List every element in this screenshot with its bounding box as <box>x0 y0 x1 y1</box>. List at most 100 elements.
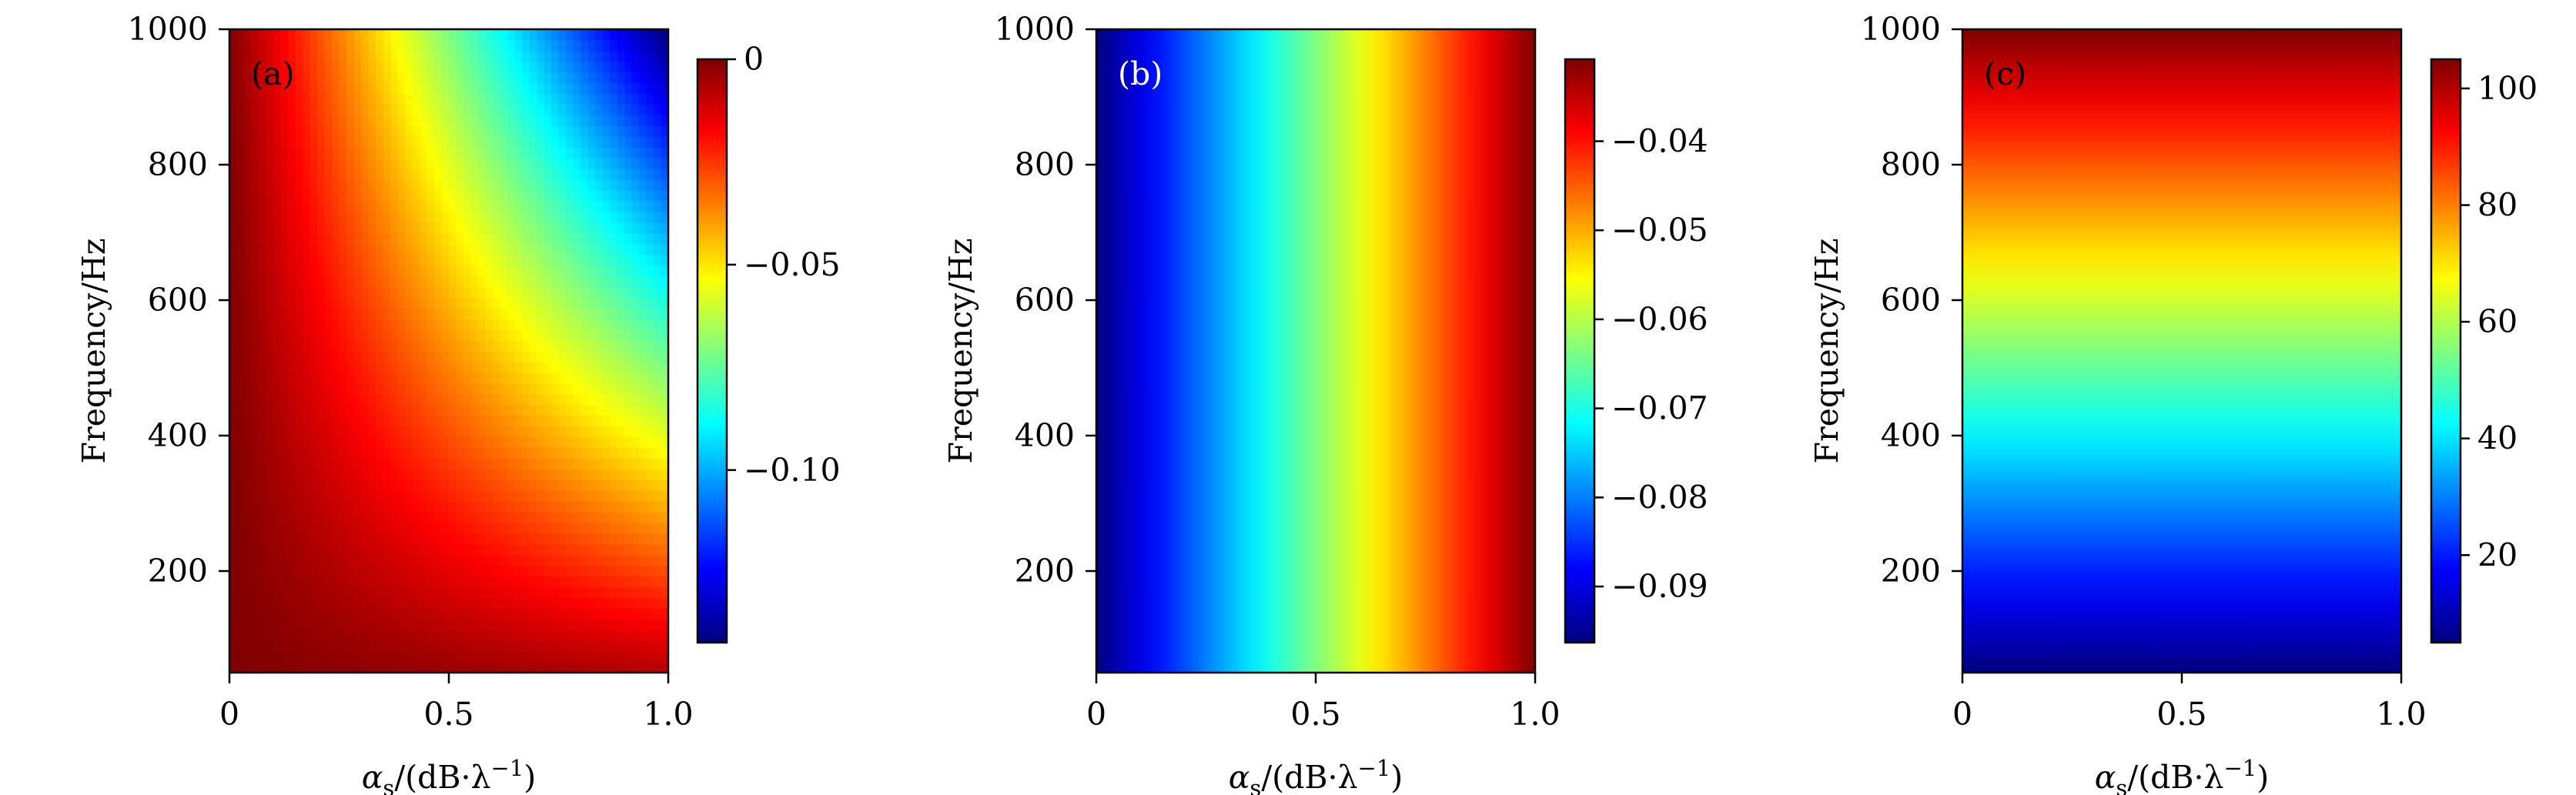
heatmap-cell <box>456 522 464 534</box>
heatmap-cell <box>661 39 669 52</box>
heatmap-cell <box>441 329 450 341</box>
heatmap-cell <box>324 93 333 105</box>
heatmap-cell <box>288 276 296 287</box>
heatmap-cell <box>434 29 443 41</box>
heatmap-cell <box>405 125 413 137</box>
heatmap-cell <box>339 179 347 191</box>
heatmap-cell <box>529 662 537 673</box>
heatmap-cell <box>500 169 508 180</box>
heatmap-cell <box>383 147 391 159</box>
heatmap-cell <box>251 276 259 287</box>
heatmap-cell <box>463 404 472 416</box>
heatmap-cell <box>390 147 399 159</box>
heatmap-cell <box>624 619 633 630</box>
heatmap-cell <box>522 93 530 105</box>
heatmap-cell <box>617 136 625 148</box>
heatmap-cell <box>346 232 355 245</box>
heatmap-cell <box>580 222 589 234</box>
heatmap-cell <box>624 243 633 256</box>
heatmap-cell <box>551 147 560 159</box>
heatmap-cell <box>529 265 537 277</box>
heatmap-cell <box>529 619 537 630</box>
heatmap-cell <box>317 50 326 62</box>
heatmap-cell <box>617 651 625 663</box>
heatmap-cell <box>514 329 523 341</box>
heatmap-cell <box>595 469 604 480</box>
heatmap-cell <box>420 29 428 41</box>
heatmap-cell <box>602 115 611 126</box>
heatmap-cell <box>624 586 633 599</box>
heatmap-cell <box>587 479 596 491</box>
heatmap-cell <box>610 361 618 373</box>
heatmap-cell <box>251 308 259 319</box>
heatmap-cell <box>317 469 326 480</box>
heatmap-cell <box>463 501 472 513</box>
heatmap-cell <box>259 651 267 663</box>
heatmap-cell <box>646 136 654 148</box>
heatmap-cell <box>595 512 604 523</box>
heatmap-cell <box>470 608 479 620</box>
heatmap-cell <box>288 254 296 266</box>
heatmap-cell <box>303 447 311 459</box>
heatmap-cell <box>661 340 669 352</box>
heatmap-cell <box>405 72 413 84</box>
heatmap-cell <box>434 372 443 384</box>
heatmap-cell <box>507 104 516 116</box>
heatmap-cell <box>397 415 406 427</box>
heatmap-cell <box>522 479 530 491</box>
heatmap-cell <box>376 158 384 169</box>
heatmap-cell <box>405 329 413 341</box>
heatmap-cell <box>646 447 654 459</box>
heatmap-cell <box>537 276 545 287</box>
heatmap-cell <box>309 608 318 620</box>
heatmap-cell <box>522 211 530 223</box>
heatmap-cell <box>405 340 413 352</box>
heatmap-cell <box>646 147 654 159</box>
heatmap-cell <box>251 415 259 427</box>
heatmap-cell <box>654 426 662 438</box>
heatmap-cell <box>507 276 516 287</box>
heatmap-cell <box>551 586 560 599</box>
x-tick-label: 1.0 <box>1510 696 1560 733</box>
heatmap-cell <box>558 619 567 630</box>
heatmap-cell <box>595 522 604 534</box>
heatmap-cell <box>427 50 435 62</box>
heatmap-cell <box>309 297 318 309</box>
heatmap-cell <box>332 382 340 395</box>
heatmap-cell <box>654 115 662 126</box>
heatmap-cell <box>280 501 289 513</box>
heatmap-cell <box>339 243 347 256</box>
heatmap-cell <box>514 243 523 256</box>
heatmap-cell <box>266 361 274 373</box>
heatmap-cell <box>376 662 384 673</box>
heatmap-cell <box>420 522 428 534</box>
heatmap-cell <box>456 512 464 523</box>
heatmap-cell <box>610 554 618 566</box>
heatmap-cell <box>339 115 347 126</box>
heatmap-cell <box>551 169 560 180</box>
heatmap-cell <box>280 190 289 202</box>
heatmap-cell <box>317 651 326 663</box>
heatmap-cell <box>390 565 399 577</box>
heatmap-cell <box>617 308 625 319</box>
heatmap-cell <box>500 372 508 384</box>
heatmap-cell <box>456 372 464 384</box>
heatmap-cell <box>602 243 611 256</box>
heatmap-cell <box>420 211 428 223</box>
heatmap-cell <box>397 82 406 95</box>
y-axis-label: Frequency/Hz <box>75 239 112 464</box>
heatmap-cell <box>412 61 420 73</box>
heatmap-cell <box>376 640 384 652</box>
heatmap-cell <box>244 340 253 352</box>
heatmap-cell <box>485 479 493 491</box>
heatmap-cell <box>646 104 654 116</box>
heatmap-cell <box>303 586 311 599</box>
heatmap-cell <box>522 329 530 341</box>
heatmap-cell <box>500 125 508 137</box>
heatmap-cell <box>353 329 362 341</box>
heatmap-cell <box>566 232 574 245</box>
heatmap-cell <box>610 404 618 416</box>
heatmap-cell <box>587 200 596 212</box>
heatmap-cell <box>427 404 435 416</box>
heatmap-cell <box>449 254 457 266</box>
